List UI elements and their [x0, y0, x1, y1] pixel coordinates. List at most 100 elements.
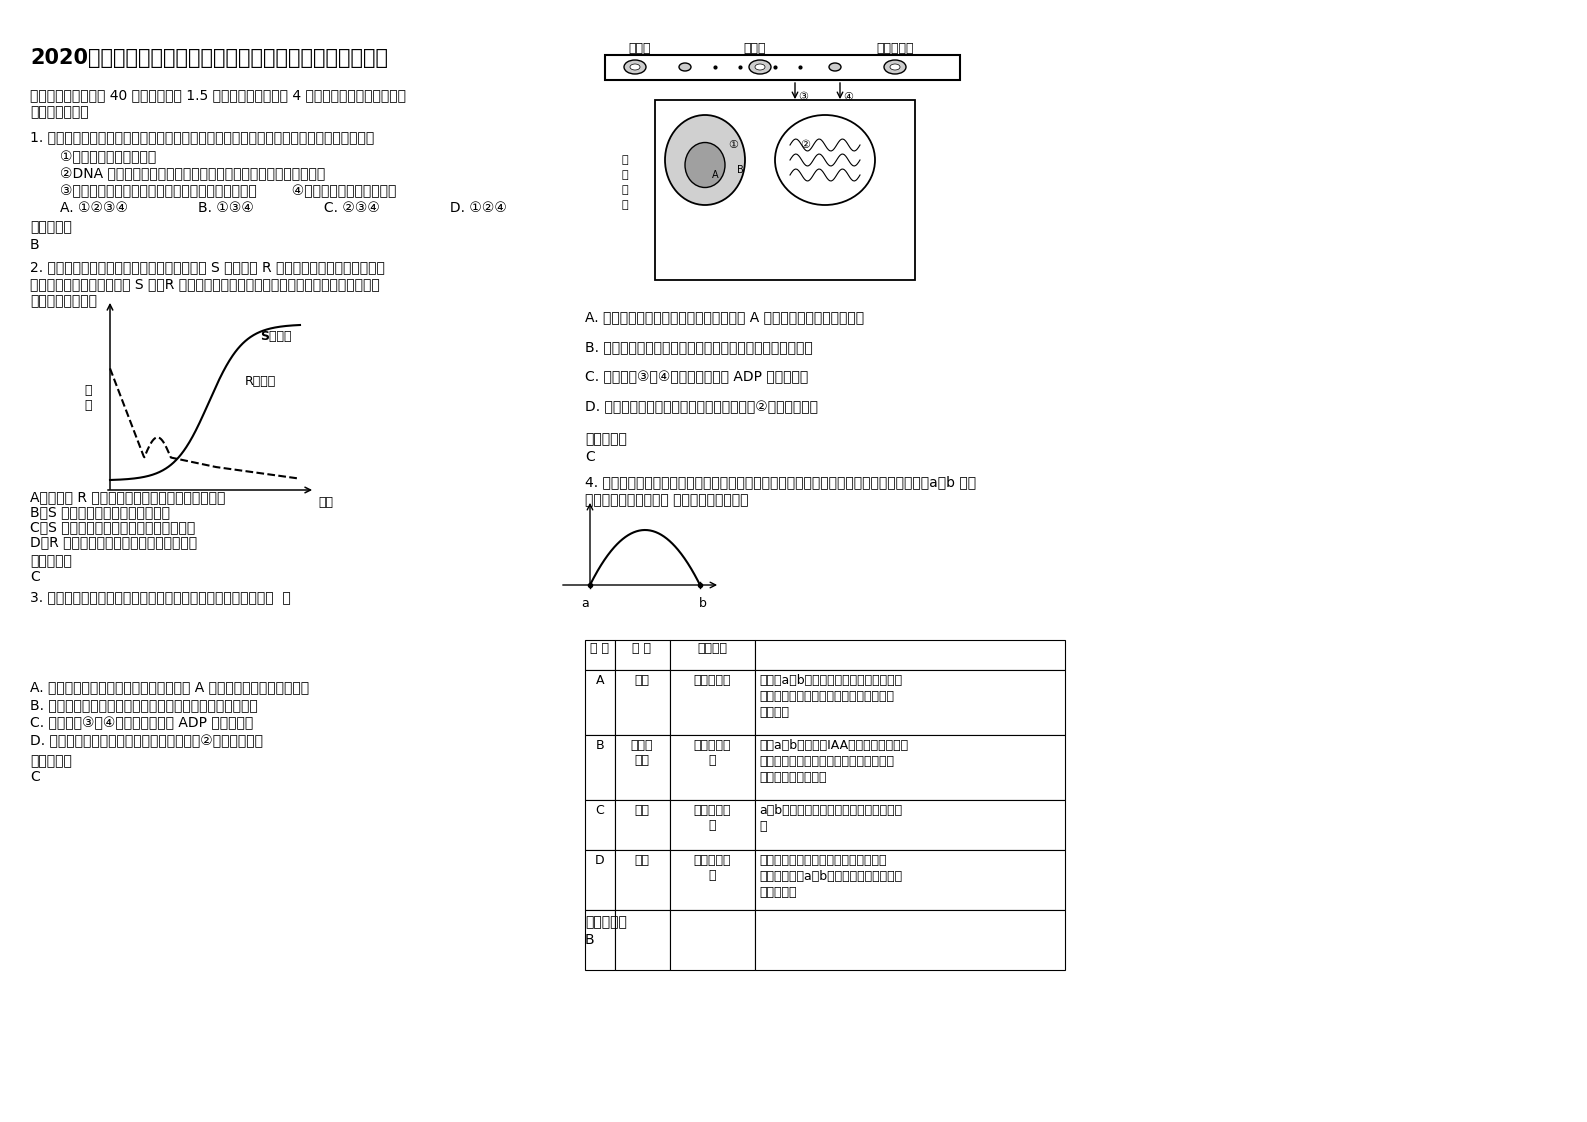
Text: 内，小鼠死亡，则小鼠体内 S 型、R 型细菌含量变化情况最可能如下图所示。以下关于该图: 内，小鼠死亡，则小鼠体内 S 型、R 型细菌含量变化情况最可能如下图所示。以下关… [30, 277, 379, 291]
Bar [586, 800, 616, 850]
Bar [605, 55, 960, 80]
Text: 2020年河北省唐山市丰南钱营中学高三生物模拟试卷含解析: 2020年河北省唐山市丰南钱营中学高三生物模拟试卷含解析 [30, 48, 387, 68]
Text: 葡萄糖: 葡萄糖 [744, 42, 767, 55]
Bar [586, 640, 616, 670]
Text: a、b对应的时间点，种内斗争程度大致相: a、b对应的时间点，种内斗争程度大致相 [759, 804, 901, 817]
Bar [755, 910, 1065, 971]
Text: 线中的两个对称点，以 下有关说法正确的是: 线中的两个对称点，以 下有关说法正确的是 [586, 493, 749, 507]
Text: ②: ② [800, 140, 809, 150]
Text: S型细菌: S型细菌 [260, 330, 292, 343]
Text: 水平放置的根的远地侧与近地侧，则根最: 水平放置的根的远地侧与近地侧，则根最 [759, 755, 893, 767]
Bar [670, 800, 755, 850]
Text: 若将用a、b对应温度处理过的等量凝血酶: 若将用a、b对应温度处理过的等量凝血酶 [759, 674, 901, 687]
Text: 参考答案：: 参考答案： [30, 554, 71, 568]
Text: C: C [586, 450, 595, 465]
Text: 素是相同的: 素是相同的 [759, 886, 797, 899]
Text: C. 图示中的③、④过程会使细胞中 ADP 的含量上升: C. 图示中的③、④过程会使细胞中 ADP 的含量上升 [586, 370, 808, 384]
Ellipse shape [630, 64, 640, 70]
Text: C. 图示中的③、④过程会使细胞中 ADP 的含量上升: C. 图示中的③、④过程会使细胞中 ADP 的含量上升 [30, 716, 254, 730]
Ellipse shape [749, 59, 771, 74]
Text: 组: 组 [622, 155, 628, 165]
Ellipse shape [828, 63, 841, 71]
Bar [670, 850, 755, 910]
Text: 4. 如图是用来表示酶的活性、生长素作用效应、种群增长速率、光合作用速率的数学模型。a、b 是曲: 4. 如图是用来表示酶的活性、生长素作用效应、种群增长速率、光合作用速率的数学模… [586, 475, 976, 489]
Ellipse shape [665, 114, 744, 205]
Ellipse shape [686, 142, 725, 187]
Text: 温度: 温度 [635, 674, 649, 687]
Bar [616, 800, 670, 850]
Text: 含: 含 [84, 384, 92, 396]
Text: A. 如果图示的组织细胞是肝细胞，则图中 A 所示的物质最可能是肝糖元: A. 如果图示的组织细胞是肝细胞，则图中 A 所示的物质最可能是肝糖元 [586, 310, 865, 324]
Text: 种群增长速
率: 种群增长速 率 [694, 804, 730, 833]
Text: B: B [30, 238, 40, 252]
Text: ①: ① [728, 140, 738, 150]
Bar [616, 735, 670, 800]
Text: 同: 同 [759, 820, 767, 833]
Ellipse shape [624, 59, 646, 74]
Bar [586, 850, 616, 910]
Text: 光合作用速
率: 光合作用速 率 [694, 854, 730, 882]
Text: a: a [581, 597, 589, 610]
Text: B: B [736, 165, 743, 175]
Text: 1. 科学家已能运用基因工程技术，让羊合成并由乳腺分泌抗体。下列相关叙述中，正确的是: 1. 科学家已能运用基因工程技术，让羊合成并由乳腺分泌抗体。下列相关叙述中，正确… [30, 130, 375, 144]
Bar [755, 735, 1065, 800]
Text: C: C [30, 770, 40, 784]
Text: 参考答案：: 参考答案： [586, 432, 627, 447]
Text: ①该技术将导致定向变异: ①该技术将导致定向变异 [60, 150, 156, 164]
Bar [755, 670, 1065, 735]
Text: 内，直接影响a、b两点光合作用速率的因: 内，直接影响a、b两点光合作用速率的因 [759, 870, 901, 883]
Text: A. ①②③④                B. ①③④                C. ②③④                D. ①②④: A. ①②③④ B. ①③④ C. ②③④ D. ①②④ [60, 201, 506, 215]
Text: C: C [30, 570, 40, 583]
Text: 一、选择题（本题共 40 小题，每小题 1.5 分。在每小题给出的 4 个选项中，只有一项是符合: 一、选择题（本题共 40 小题，每小题 1.5 分。在每小题给出的 4 个选项中… [30, 88, 406, 102]
Bar [670, 670, 755, 735]
Text: D. 如果人体内甲状腺激素浓度过高，则图中②的过程将加快: D. 如果人体内甲状腺激素浓度过高，则图中②的过程将加快 [30, 734, 263, 748]
Ellipse shape [774, 114, 874, 205]
Text: 2. 在肺炎双球菌的转化实验中，将加热杀死的 S 型细菌与 R 型细菌混合后，注射到小鼠体: 2. 在肺炎双球菌的转化实验中，将加热杀死的 S 型细菌与 R 型细菌混合后，注… [30, 260, 386, 274]
Text: C．S 型细菌对小鼠的免疫系统有破坏作用: C．S 型细菌对小鼠的免疫系统有破坏作用 [30, 519, 195, 534]
Text: 量: 量 [84, 398, 92, 412]
Bar [655, 100, 916, 280]
Text: D．R 型细菌对小鼠的免疫系统有破坏作用: D．R 型细菌对小鼠的免疫系统有破坏作用 [30, 535, 197, 549]
Text: 参考答案：: 参考答案： [586, 916, 627, 929]
Bar [616, 670, 670, 735]
Text: 横 轴: 横 轴 [590, 642, 609, 655]
Text: ③蛋白质中的氨基酸序列可为合成目的基因提供资料        ④受精卵是理想的受体细胞: ③蛋白质中的氨基酸序列可为合成目的基因提供资料 ④受精卵是理想的受体细胞 [60, 184, 397, 197]
Bar [755, 640, 1065, 670]
Bar [616, 850, 670, 910]
Text: 胞: 胞 [622, 200, 628, 210]
Text: 3. 下图是人体内糖代谢等过程的简图，以下据图分析错误的是（  ）: 3. 下图是人体内糖代谢等过程的简图，以下据图分析错误的是（ ） [30, 590, 290, 604]
Text: 织: 织 [622, 171, 628, 180]
Bar [670, 640, 755, 670]
Ellipse shape [884, 59, 906, 74]
Bar [755, 850, 1065, 910]
Text: 细: 细 [622, 185, 628, 195]
Text: 可能弯向近地侧生长: 可能弯向近地侧生长 [759, 771, 827, 784]
Text: A: A [711, 171, 719, 180]
Text: 参考答案：: 参考答案： [30, 220, 71, 234]
Text: b: b [698, 597, 706, 610]
Bar [616, 910, 670, 971]
Text: B. 如果图示的组织细胞是肌细胞，则该细胞不具备细胞周期: B. 如果图示的组织细胞是肌细胞，则该细胞不具备细胞周期 [30, 698, 257, 712]
Text: B．S 型细菌繁殖对营养的需要很少: B．S 型细菌繁殖对营养的需要很少 [30, 505, 170, 519]
Text: 时间: 时间 [635, 804, 649, 817]
Text: 时间: 时间 [635, 854, 649, 867]
Text: ④: ④ [843, 92, 852, 102]
Bar [670, 910, 755, 971]
Text: 某植物在晴朗夏季某天中午的一段时间: 某植物在晴朗夏季某天中午的一段时间 [759, 854, 887, 867]
Ellipse shape [755, 64, 765, 70]
Text: 参考答案：: 参考答案： [30, 754, 71, 767]
Text: D. 如果人体内甲状腺激素浓度过高，则图中②的过程将加快: D. 如果人体内甲状腺激素浓度过高，则图中②的过程将加快 [586, 401, 817, 414]
Text: D: D [595, 854, 605, 867]
Ellipse shape [679, 63, 690, 71]
Text: 题目要求的。）: 题目要求的。） [30, 105, 89, 119]
Text: 纵 轴: 纵 轴 [633, 642, 652, 655]
Text: B: B [595, 739, 605, 752]
Text: 时间: 时间 [317, 496, 333, 509]
Text: 加入到适宜温度的相同量血液中，则凝血: 加入到适宜温度的相同量血液中，则凝血 [759, 690, 893, 703]
Text: 红细胞: 红细胞 [628, 42, 651, 55]
Text: A: A [595, 674, 605, 687]
Text: 促进芽的生
长: 促进芽的生 长 [694, 739, 730, 767]
Text: B: B [586, 934, 595, 947]
Text: R型细菌: R型细菌 [244, 375, 276, 388]
Text: 生长素
浓度: 生长素 浓度 [630, 739, 654, 767]
